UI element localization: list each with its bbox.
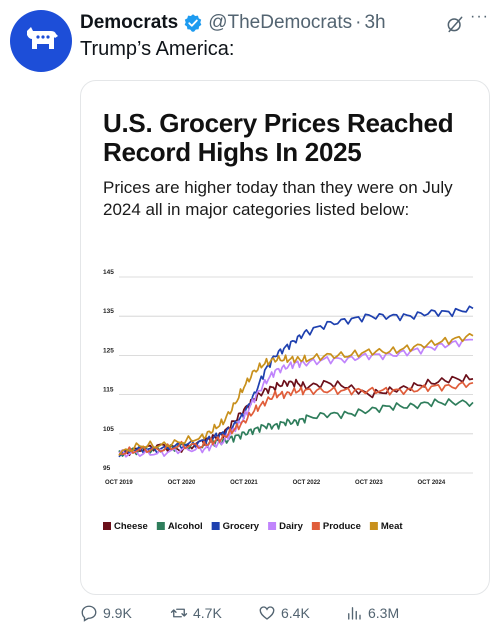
legend-swatch-meat: [369, 522, 378, 530]
x-tick-label: OCT 2022: [293, 480, 321, 486]
like-icon: [259, 606, 275, 620]
tweet-text: Trump’s America:: [80, 38, 235, 60]
timestamp[interactable]: 3h: [364, 12, 386, 33]
legend-label-cheese: Cheese: [114, 521, 148, 532]
legend-label-meat: Meat: [381, 521, 403, 532]
chart-subtitle: Prices are higher today than they were o…: [103, 178, 453, 219]
reply-icon: [81, 605, 97, 622]
x-tick-label: OCT 2019: [105, 480, 133, 486]
separator: ·: [355, 12, 362, 33]
views-button[interactable]: 6.3M: [345, 604, 399, 622]
avatar[interactable]: [10, 10, 72, 72]
tweet-header: Democrats @TheDemocrats · 3h: [80, 10, 490, 36]
legend-label-grocery: Grocery: [223, 521, 260, 532]
series-line-meat: [118, 332, 474, 456]
y-tick-label: 125: [103, 347, 114, 354]
legend-swatch-dairy: [268, 522, 277, 530]
line-chart: 95 105 115 125 135 145 OCT 2019 OCT 2020 OCT 202…: [103, 269, 474, 532]
verified-badge-icon: [184, 14, 202, 32]
media-card[interactable]: U.S. Grocery Prices Reached Record Highs…: [80, 80, 490, 595]
y-tick-label: 145: [103, 269, 114, 276]
legend-swatch-produce: [311, 522, 320, 530]
y-tick-label: 95: [103, 465, 111, 472]
views-icon: [348, 607, 361, 620]
x-tick-label: OCT 2023: [355, 480, 383, 486]
legend-label-produce: Produce: [323, 521, 361, 532]
series-line-dairy: [118, 338, 474, 458]
y-tick-label: 115: [103, 387, 114, 394]
series-line-grocery: [118, 305, 474, 458]
repost-button[interactable]: 4.7K: [170, 604, 222, 622]
series-line-produce: [118, 381, 474, 456]
legend-swatch-alcohol: [156, 522, 165, 530]
repost-count: 4.7K: [193, 605, 222, 621]
author-name[interactable]: Democrats: [80, 12, 179, 33]
author-handle[interactable]: @TheDemocrats: [208, 12, 353, 33]
legend-swatch-grocery: [211, 522, 220, 530]
chart-title: U.S. Grocery Prices Reached Record Highs…: [103, 108, 454, 167]
reply-button[interactable]: 9.9K: [80, 604, 132, 622]
donkey-logo-icon: [27, 27, 58, 49]
reply-count: 9.9K: [103, 605, 132, 621]
legend-label-alcohol: Alcohol: [168, 521, 203, 532]
like-count: 6.4K: [281, 605, 310, 621]
legend-swatch-cheese: [103, 522, 111, 530]
x-tick-label: OCT 2020: [168, 480, 196, 486]
x-tick-label: OCT 2024: [418, 480, 446, 486]
y-tick-label: 135: [103, 308, 114, 315]
grok-icon[interactable]: [445, 14, 465, 34]
series-line-alcohol: [118, 398, 474, 457]
more-icon[interactable]: ···: [470, 8, 489, 25]
repost-icon: [170, 608, 188, 618]
views-count: 6.3M: [368, 605, 400, 621]
legend-label-dairy: Dairy: [279, 521, 303, 532]
y-tick-label: 105: [103, 426, 114, 433]
like-button[interactable]: 6.4K: [258, 604, 310, 622]
action-bar: 9.9K 4.7K 6.4K 6.3M: [80, 604, 490, 628]
x-tick-label: OCT 2021: [230, 480, 258, 486]
